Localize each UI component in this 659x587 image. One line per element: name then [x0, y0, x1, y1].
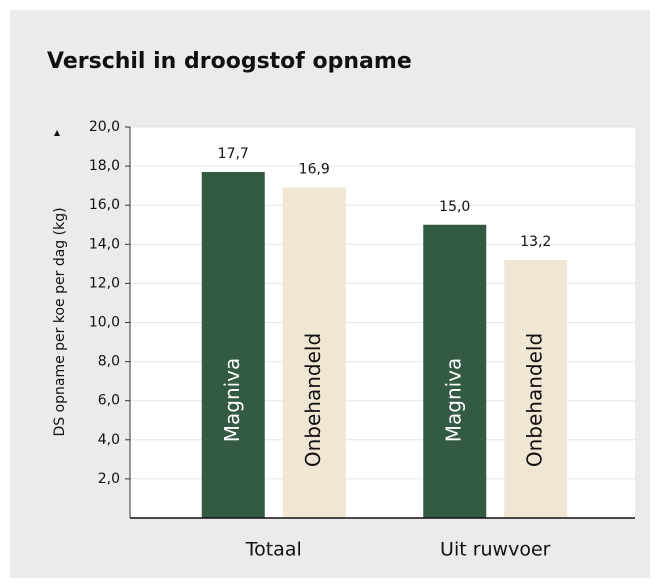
y-tick-label: 16,0	[89, 197, 120, 213]
bar-series-label: Onbehandeld	[522, 333, 546, 467]
y-tick-label: 12,0	[89, 275, 120, 291]
y-tick-label: 20,0	[89, 119, 120, 135]
value-label: 17,7	[218, 146, 249, 162]
y-axis-label: DS opname per koe per dag (kg)	[52, 207, 68, 436]
bar-series-label: Onbehandeld	[301, 333, 325, 467]
bar-series-label: Magniva	[441, 358, 465, 443]
bar	[504, 259, 568, 518]
bar	[282, 187, 346, 519]
x-tick-label: Uit ruwvoer	[440, 539, 551, 561]
bar	[423, 224, 487, 518]
value-label: 16,9	[299, 162, 330, 178]
y-tick-label: 8,0	[98, 354, 120, 370]
bar	[201, 171, 265, 518]
bar-series-label: Magniva	[220, 358, 244, 443]
y-tick-label: 18,0	[89, 158, 120, 174]
y-tick-label: 2,0	[98, 471, 120, 487]
y-tick-label: 4,0	[98, 432, 120, 448]
chart-title: Verschil in droogstof opname	[47, 49, 412, 74]
x-tick-label: Totaal	[245, 539, 302, 561]
y-tick-label: 10,0	[89, 315, 120, 331]
value-label: 15,0	[439, 199, 470, 215]
y-tick-label: 6,0	[98, 393, 120, 409]
axis-arrow	[54, 130, 60, 136]
y-tick-label: 14,0	[89, 236, 120, 252]
value-label: 13,2	[520, 234, 551, 250]
